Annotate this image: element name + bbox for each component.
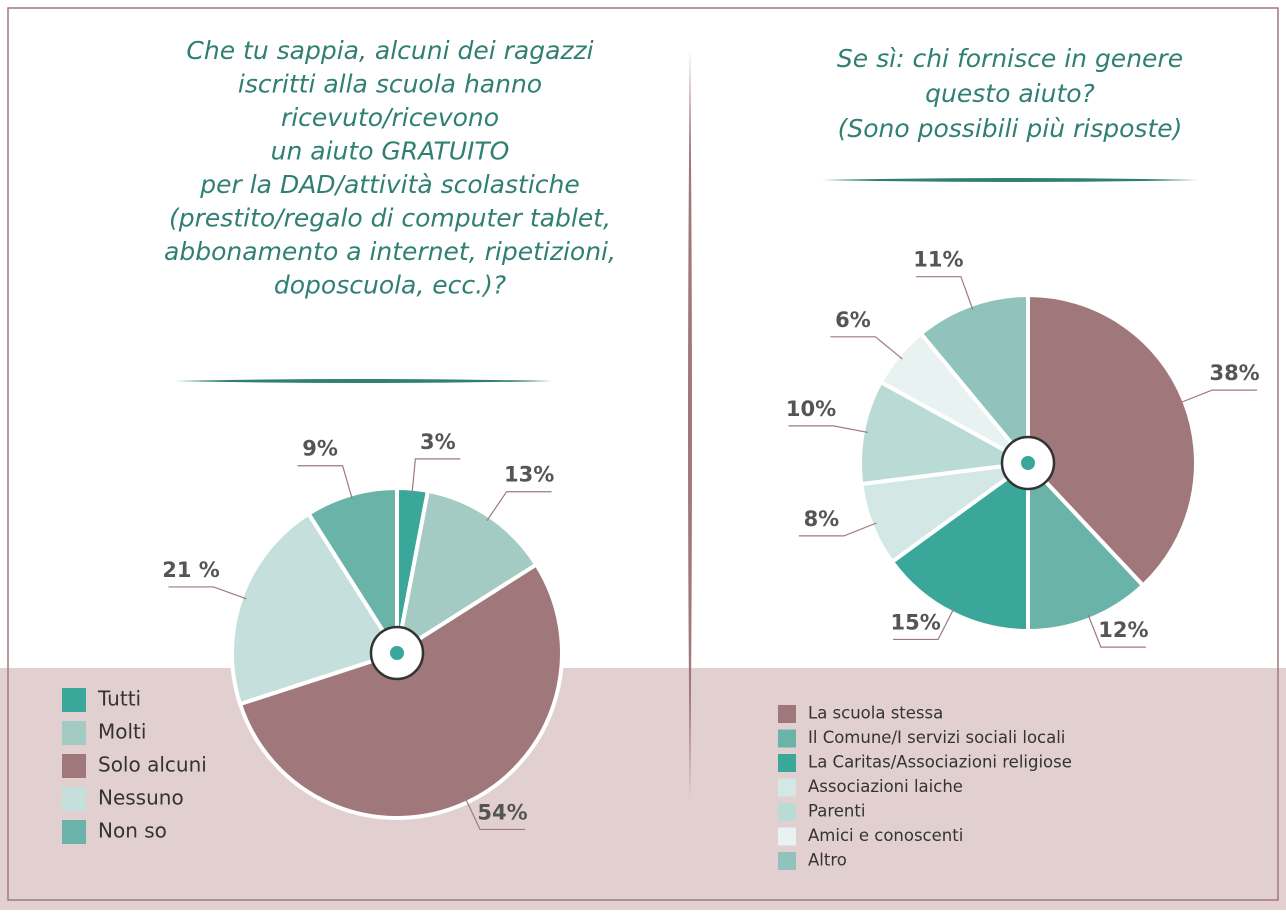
chart-title: un aiuto GRATUITO (271, 137, 510, 166)
data-label: 10% (786, 397, 836, 421)
data-label: 21 % (162, 558, 220, 582)
divider (688, 50, 692, 800)
chart-title: questo aiuto? (925, 79, 1095, 108)
legend-label: La Caritas/Associazioni religiose (808, 753, 1072, 772)
chart-title: ricevuto/ricevono (281, 103, 499, 132)
chart-title: iscritti alla scuola hanno (238, 70, 542, 99)
data-label: 3% (420, 430, 456, 454)
legend-label: Parenti (808, 802, 865, 821)
legend-swatch (62, 721, 86, 745)
leader-line (1087, 614, 1146, 648)
leader-line (1179, 389, 1258, 404)
legend-label: Tutti (97, 687, 141, 711)
data-label: 15% (890, 610, 940, 634)
legend-swatch (778, 852, 796, 870)
legend-swatch (62, 820, 86, 844)
legend-swatch (62, 787, 86, 811)
chart-title: Se sì: chi fornisce in genere (837, 44, 1183, 73)
pie-dot (390, 646, 404, 660)
data-label: 9% (302, 437, 338, 461)
legend-label: Nessuno (98, 786, 184, 810)
data-label: 6% (835, 308, 871, 332)
legend-swatch (778, 729, 796, 748)
separator (822, 178, 1198, 182)
leader-line (168, 586, 247, 600)
leader-line (297, 465, 353, 500)
data-label: 8% (804, 507, 840, 531)
leader-line (411, 458, 461, 494)
legend-swatch (778, 754, 796, 772)
leader-line (464, 797, 526, 831)
chart-title: Che tu sappia, alcuni dei ragazzi (186, 36, 593, 65)
legend-label: Solo alcuni (98, 753, 207, 777)
frame (7, 7, 1279, 901)
data-label: 13% (504, 463, 554, 487)
leader-line (915, 276, 974, 310)
legend-label: La scuola stessa (808, 704, 943, 723)
data-label: 12% (1098, 618, 1148, 642)
leader-line (830, 336, 903, 360)
leader-line (486, 491, 552, 522)
legend-label: Molti (98, 720, 146, 744)
legend-swatch (62, 688, 86, 712)
legend-swatch (778, 827, 796, 846)
legend-label: Non so (98, 819, 167, 843)
data-label: 38% (1209, 361, 1259, 385)
legend-swatch (62, 754, 86, 778)
chart-title: (prestito/regalo di computer tablet, (169, 204, 611, 233)
background-band (0, 668, 1286, 910)
legend-label: Associazioni laiche (808, 777, 963, 796)
separator (175, 379, 552, 383)
legend-label: Amici e conoscenti (808, 826, 963, 845)
pie-dot (1021, 456, 1035, 470)
leader-line (893, 607, 955, 641)
chart-title: abbonamento a internet, ripetizioni, (164, 237, 616, 266)
data-label: 11% (913, 248, 963, 272)
chart-title: per la DAD/attività scolastiche (199, 170, 579, 199)
legend-swatch (778, 803, 796, 821)
chart-title: (Sono possibili più risposte) (838, 114, 1183, 143)
data-label: 54% (477, 800, 527, 824)
legend-label: Il Comune/I servizi sociali locali (808, 728, 1065, 747)
legend-swatch (778, 705, 796, 723)
leader-line (788, 425, 868, 434)
legend-label: Altro (808, 851, 847, 870)
legend-swatch (778, 778, 796, 797)
leader-line (798, 522, 877, 537)
chart-title: doposcuola, ecc.)? (274, 271, 506, 300)
